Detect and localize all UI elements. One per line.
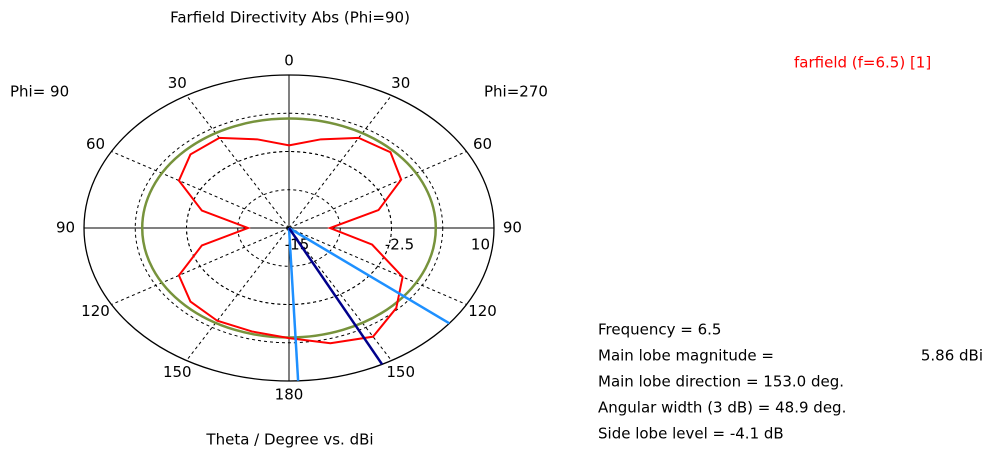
angle-label: 0 — [284, 52, 294, 70]
spoke — [288, 227, 467, 305]
spoke — [111, 151, 290, 229]
info-line: Frequency = 6.5 — [598, 321, 721, 339]
angle-label: 30 — [168, 74, 187, 92]
radial-tick-label: -2.5 — [385, 236, 414, 254]
spoke — [186, 95, 290, 229]
info-line: Main lobe magnitude = — [598, 347, 774, 365]
angle-label: 30 — [391, 74, 410, 92]
width-edge-line — [287, 227, 300, 381]
width-edge-line — [288, 226, 450, 325]
angle-label: 120 — [81, 302, 110, 320]
angle-label: 180 — [275, 385, 304, 403]
angle-label: 90 — [503, 219, 522, 237]
info-line: Angular width (3 dB) = 48.9 deg. — [598, 399, 846, 417]
spoke — [288, 227, 392, 361]
angle-label: 150 — [386, 363, 415, 381]
radial-tick-label: 10 — [471, 236, 490, 254]
angle-label: 60 — [86, 135, 105, 153]
chart-title: Farfield Directivity Abs (Phi=90) — [170, 9, 410, 27]
info-line: Main lobe direction = 153.0 deg. — [598, 373, 844, 391]
spoke — [186, 227, 290, 361]
spoke — [288, 95, 392, 229]
radial-ring — [83, 74, 495, 382]
angle-label: 90 — [56, 219, 75, 237]
angle-label: 60 — [473, 135, 492, 153]
info-line: Side lobe level = -4.1 dB — [598, 425, 784, 443]
main-lobe-line — [287, 227, 384, 366]
axis-label: Theta / Degree vs. dBi — [205, 431, 373, 449]
radial-ring — [186, 151, 392, 305]
legend-entry: farfield (f=6.5) [1] — [794, 54, 931, 72]
angle-label: 150 — [163, 363, 192, 381]
right-label: Phi=270 — [484, 83, 548, 101]
info-value: 5.86 dBi — [921, 347, 983, 365]
angle-label: 120 — [468, 302, 497, 320]
directivity-curve — [177, 136, 404, 345]
left-label: Phi= 90 — [10, 83, 69, 101]
